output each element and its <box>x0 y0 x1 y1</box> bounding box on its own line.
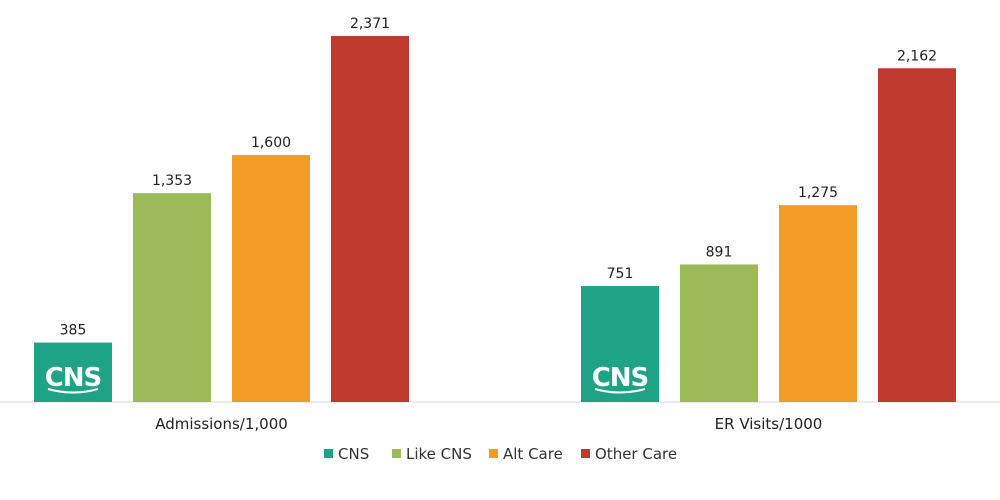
value-label-other-care-admissions-1-000: 2,371 <box>350 16 390 32</box>
category-labels-group: Admissions/1,000 ER Visits/1000 <box>155 415 822 433</box>
value-label-alt-care-admissions-1-000: 1,600 <box>251 135 291 151</box>
bar-like-cns-admissions-1-000 <box>133 193 211 402</box>
bar-alt-care-admissions-1-000 <box>232 155 310 402</box>
value-label-other-care-er-visits-1000: 2,162 <box>897 48 937 64</box>
cns-logo-swoosh-admissions-1-000 <box>47 388 99 394</box>
value-label-cns-admissions-1-000: 385 <box>60 323 87 339</box>
legend-label-other-care: Other Care <box>595 445 677 463</box>
bar-like-cns-er-visits-1000 <box>680 264 758 402</box>
legend-swatch-alt-care <box>489 449 498 458</box>
bar-cns-er-visits-1000 <box>581 286 659 402</box>
bar-other-care-er-visits-1000 <box>878 68 956 403</box>
cns-logo-er-visits-1000: CNS <box>592 363 649 393</box>
legend: CNS Like CNS Alt Care Other Care <box>324 445 677 463</box>
legend-item-like-cns: Like CNS <box>392 445 472 463</box>
legend-swatch-other-care <box>581 449 590 458</box>
cns-logo-swoosh-er-visits-1000 <box>594 388 646 394</box>
legend-label-alt-care: Alt Care <box>503 445 563 463</box>
value-label-alt-care-er-visits-1000: 1,275 <box>798 185 838 201</box>
value-label-like-cns-er-visits-1000: 891 <box>706 244 733 260</box>
legend-item-other-care: Other Care <box>581 445 677 463</box>
category-label-er-visits-1000: ER Visits/1000 <box>715 415 823 433</box>
legend-item-cns: CNS <box>324 445 369 463</box>
legend-item-alt-care: Alt Care <box>489 445 563 463</box>
value-label-like-cns-admissions-1-000: 1,353 <box>152 173 192 189</box>
legend-label-cns: CNS <box>338 445 369 463</box>
legend-swatch-like-cns <box>392 449 401 458</box>
legend-label-like-cns: Like CNS <box>406 445 472 463</box>
value-labels-group: 385 1,353 1,600 2,371 751 891 1,275 2,162 <box>60 16 937 339</box>
bar-alt-care-er-visits-1000 <box>779 205 857 402</box>
bar-other-care-admissions-1-000 <box>331 36 409 402</box>
cns-logo-admissions-1-000: CNS <box>45 363 102 393</box>
category-label-admissions-1-000: Admissions/1,000 <box>155 415 288 433</box>
legend-swatch-cns <box>324 449 333 458</box>
value-label-cns-er-visits-1000: 751 <box>607 266 634 282</box>
bars-group: CNS CNS <box>34 36 956 403</box>
